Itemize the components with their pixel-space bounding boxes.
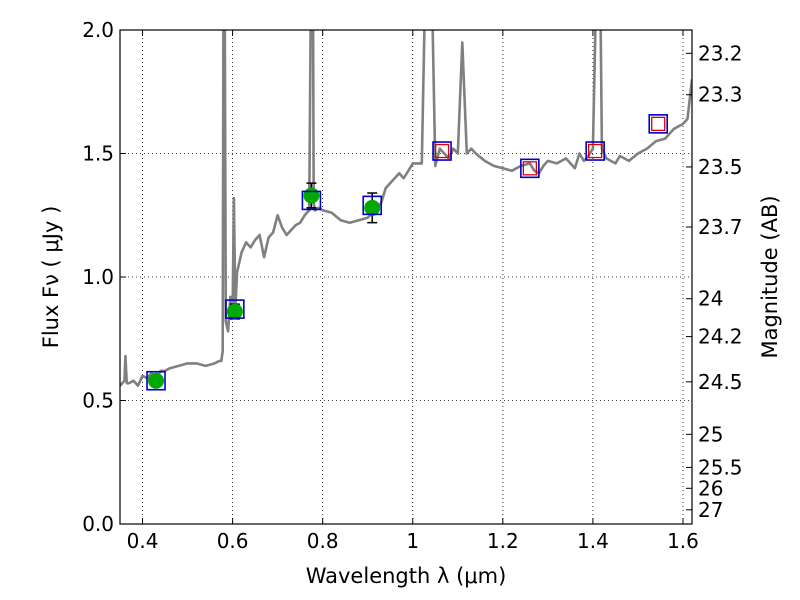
predicted-flux-box [588, 143, 603, 159]
y-tick-label: 0.5 [82, 389, 114, 413]
y-tick-label: 2.0 [82, 18, 114, 42]
observed-point [364, 199, 381, 216]
model-flux-box [146, 370, 166, 391]
predicted-flux-box [522, 161, 538, 176]
axis-tick-labels: 0.4 0.6 0.8 1 1.2 1.4 1.6 0.0 0.5 1.0 1.5 2.0 23.2 23… [82, 18, 742, 553]
x-tick-label: 1.6 [667, 529, 699, 553]
x-tick-label: 1.2 [487, 529, 519, 553]
x-tick-label: 0.8 [307, 529, 339, 553]
x-tick-label: 1 [406, 529, 419, 553]
x-tick-label: 0.4 [127, 529, 159, 553]
y2-tick-label: 26 [698, 476, 723, 500]
x-axis-label: Wavelength λ (μm) [306, 564, 507, 588]
model-flux-box [648, 114, 669, 134]
sed-model-line [120, 30, 692, 388]
observed-point [303, 187, 320, 204]
y-tick-label: 1.5 [82, 142, 114, 166]
y-tick-label: 0.0 [82, 512, 114, 536]
predicted-flux-box [434, 143, 450, 159]
observed-point [148, 372, 165, 389]
y2-tick-label: 23.3 [698, 83, 743, 107]
plot-area [120, 30, 692, 391]
y2-tick-label: 27 [698, 498, 723, 522]
y2-tick-label: 25.5 [698, 455, 743, 479]
axis-ticks [120, 29, 692, 525]
grid [120, 29, 692, 525]
x-tick-label: 1.4 [577, 529, 609, 553]
y2-axis-label: Magnitude (AB) [758, 195, 782, 358]
y-tick-label: 1.0 [82, 265, 114, 289]
y2-tick-label: 23.2 [698, 41, 743, 65]
y2-tick-label: 24.2 [698, 325, 743, 349]
y2-tick-label: 25 [698, 422, 723, 446]
model-flux-box [520, 158, 540, 179]
x-tick-label: 0.6 [217, 529, 249, 553]
model-flux-box [301, 190, 322, 211]
y-axis-label: Flux Fν ( μJy ) [39, 206, 63, 349]
model-flux-box [585, 141, 605, 161]
model-flux-box [432, 141, 452, 161]
y2-tick-label: 24 [698, 287, 723, 311]
observed-point [226, 303, 243, 320]
model-flux-box [225, 299, 245, 319]
model-flux-box [362, 195, 383, 216]
y2-tick-label: 23.5 [698, 155, 743, 179]
y2-tick-label: 24.5 [698, 370, 743, 394]
y2-tick-label: 23.7 [698, 215, 743, 239]
predicted-flux-box [651, 116, 666, 132]
plot-frame [119, 29, 693, 525]
